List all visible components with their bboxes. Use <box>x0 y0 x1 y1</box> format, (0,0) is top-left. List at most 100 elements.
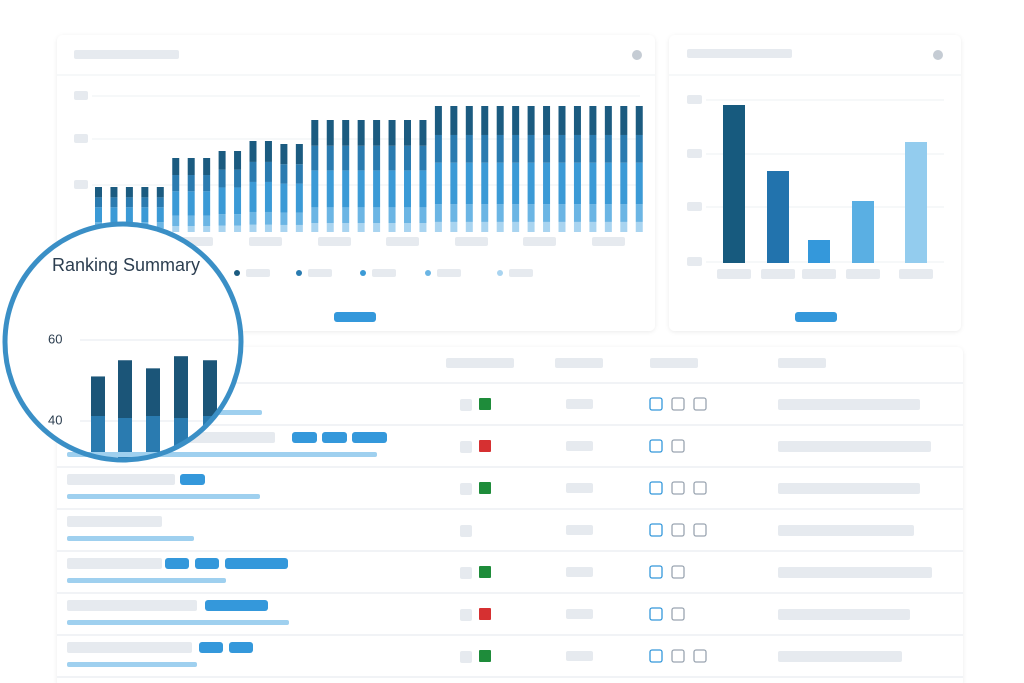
decor-bar <box>808 240 830 263</box>
decor-bar <box>218 225 226 232</box>
decor-bar <box>187 175 195 192</box>
decor-bar <box>110 207 118 223</box>
decor-bar <box>187 191 195 216</box>
placeholder <box>74 91 88 100</box>
decor-bar <box>326 207 334 224</box>
placeholder <box>761 269 795 279</box>
decor-bar <box>419 223 427 232</box>
decor-bar <box>295 212 303 225</box>
decor-bar <box>295 144 303 165</box>
placeholder <box>687 257 702 266</box>
placeholder <box>180 474 205 485</box>
decor-bar <box>357 223 365 232</box>
decor-bar <box>326 170 334 208</box>
decor-bar <box>234 169 242 188</box>
decor-bar <box>573 204 581 222</box>
icon <box>671 481 685 495</box>
decor-bar <box>512 134 520 163</box>
decor-bar <box>388 120 396 146</box>
decor-bar <box>496 134 504 163</box>
legend-dot <box>425 270 431 276</box>
placeholder <box>292 432 317 443</box>
decor-bar <box>342 120 350 146</box>
decor-bar <box>203 158 211 176</box>
decor-bar <box>141 207 149 223</box>
decor-bar <box>512 162 520 205</box>
decor-bar <box>496 221 504 232</box>
decor-bar <box>573 106 581 135</box>
placeholder <box>566 567 593 577</box>
decor-bar <box>589 204 597 222</box>
placeholder <box>566 651 593 661</box>
decor-bar <box>280 144 288 165</box>
decor-bar <box>187 158 195 176</box>
decor-bar <box>125 187 133 198</box>
decor-bar <box>450 106 458 135</box>
decor-bar <box>249 141 257 162</box>
decor-bar <box>172 158 180 176</box>
decor-bar <box>589 134 597 163</box>
placeholder <box>795 312 837 322</box>
decor-bar <box>234 187 242 215</box>
placeholder <box>437 269 461 277</box>
decor-bar <box>635 134 643 163</box>
placeholder <box>479 608 491 620</box>
decor-bar <box>264 224 272 232</box>
placeholder <box>899 269 933 279</box>
decor-bar <box>342 223 350 232</box>
decor-bar <box>373 207 381 224</box>
placeholder <box>455 237 488 246</box>
decor-bar <box>496 204 504 222</box>
decor-bar <box>264 141 272 162</box>
decor-bar <box>172 226 180 232</box>
decor-bar <box>620 134 628 163</box>
decor-bar <box>465 162 473 205</box>
decor-bar <box>543 162 551 205</box>
placeholder <box>778 441 931 452</box>
decor-bar <box>326 120 334 146</box>
decor-bar <box>450 134 458 163</box>
decor-bar <box>295 224 303 232</box>
decor-bar <box>218 169 226 188</box>
decor-bar <box>465 134 473 163</box>
decor-bar <box>496 106 504 135</box>
decor-bar <box>125 207 133 223</box>
legend-dot <box>497 270 503 276</box>
decor-bar <box>218 187 226 215</box>
placeholder <box>687 149 702 158</box>
decor-bar <box>187 226 195 232</box>
placeholder <box>386 237 419 246</box>
decor-bar <box>905 142 927 263</box>
decor-bar <box>264 211 272 225</box>
info-icon <box>933 50 943 60</box>
icon <box>693 397 707 411</box>
placeholder <box>165 558 189 569</box>
placeholder <box>67 516 162 527</box>
decor-bar <box>635 221 643 232</box>
decor-bar <box>264 161 272 182</box>
decor-bar <box>388 207 396 224</box>
placeholder <box>67 474 175 485</box>
legend-dot <box>234 270 240 276</box>
decor-bar <box>527 134 535 163</box>
placeholder <box>318 237 351 246</box>
decor-bar <box>95 187 102 198</box>
decor-bar <box>620 106 628 135</box>
decor-bar <box>95 197 102 208</box>
decor-bar <box>527 162 535 205</box>
decor-bar <box>218 151 226 170</box>
placeholder <box>67 642 192 653</box>
decor-bar <box>388 145 396 171</box>
placeholder <box>74 50 179 59</box>
placeholder <box>523 237 556 246</box>
decor-bar <box>635 162 643 205</box>
decor-bar <box>234 151 242 170</box>
decor-bar <box>419 170 427 208</box>
placeholder <box>778 651 902 662</box>
icon <box>693 481 707 495</box>
decor-bar <box>465 204 473 222</box>
decor-bar <box>852 201 874 263</box>
decor-bar <box>373 120 381 146</box>
placeholder <box>479 398 491 410</box>
decor-bar <box>342 207 350 224</box>
